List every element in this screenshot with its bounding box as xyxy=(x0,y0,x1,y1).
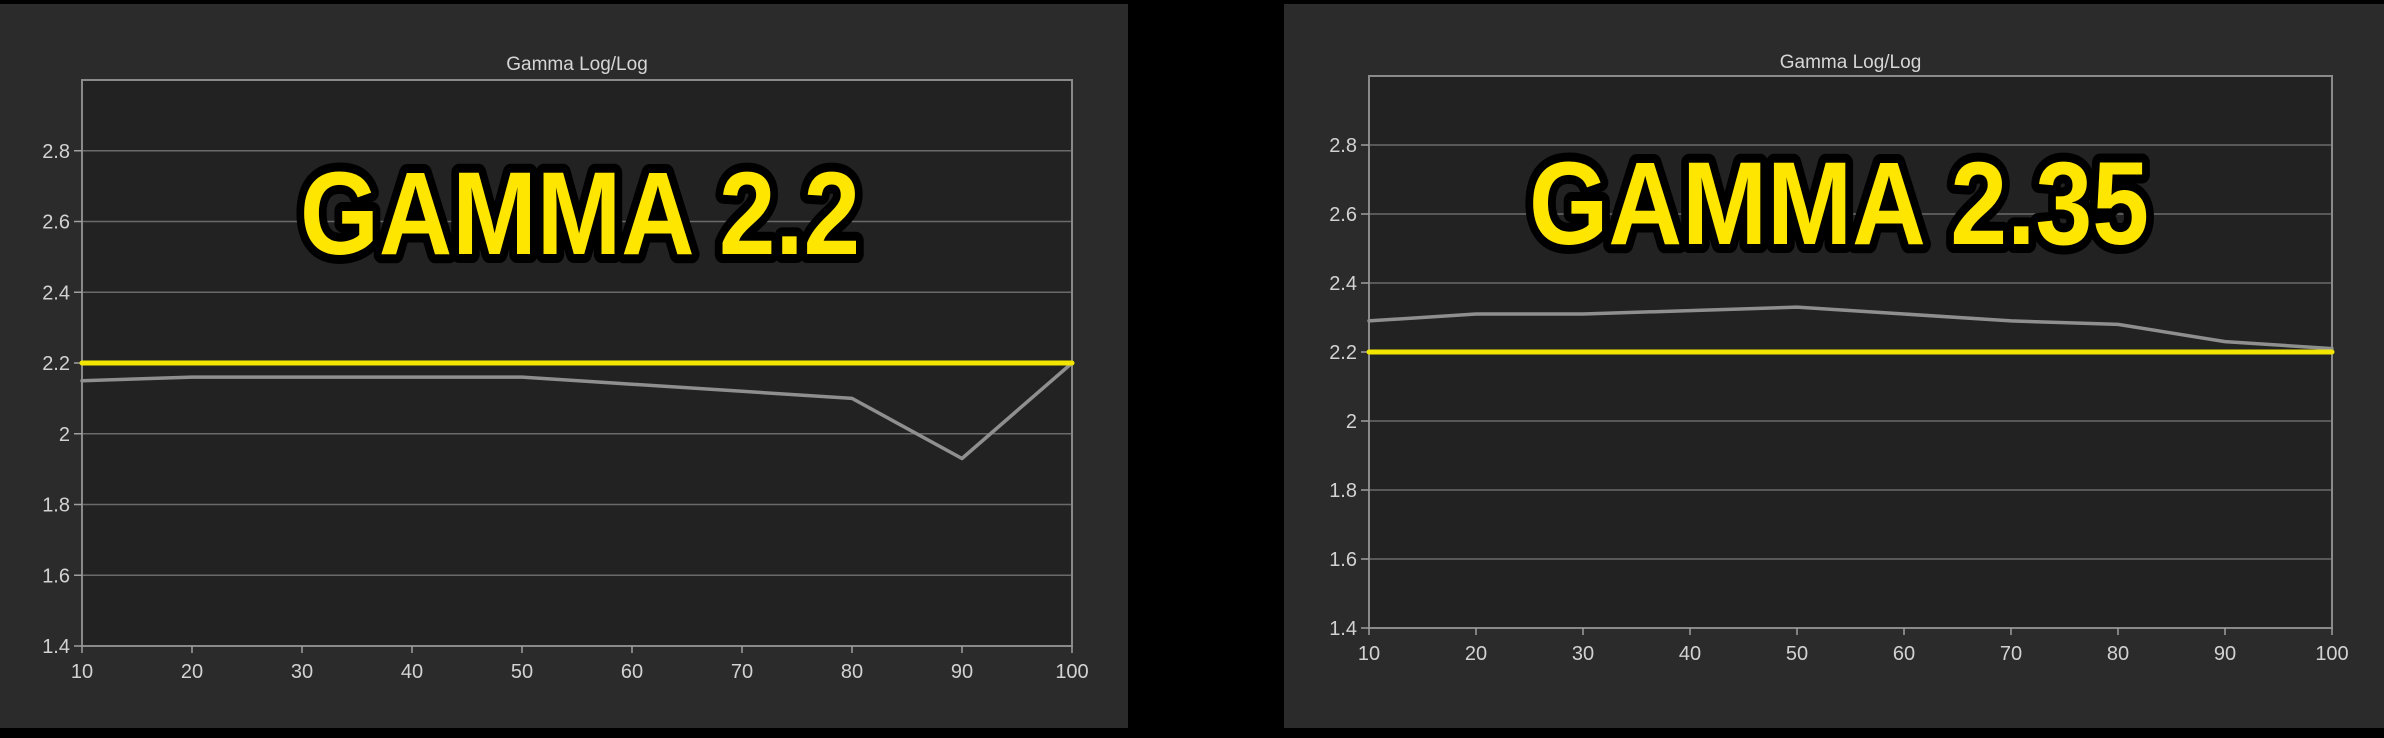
y-tick-label: 1.4 xyxy=(1329,618,1357,640)
gamma-overlay-label: GAMMA 2.2 xyxy=(300,148,860,280)
x-tick-label: 60 xyxy=(1893,643,1915,665)
x-tick-label: 60 xyxy=(621,661,643,683)
y-tick-label: 2.2 xyxy=(1329,342,1357,364)
x-tick-label: 40 xyxy=(1679,643,1701,665)
chart-panel-right: 1.4 1.6 1.8 2 2.2 2.4 2.6 2.8 10 20 30 40 50 60 70 80 90… xyxy=(1284,4,2384,728)
x-tick-label: 10 xyxy=(71,661,93,683)
x-tick-label: 30 xyxy=(291,661,313,683)
gamma-chart-right: 1.4 1.6 1.8 2 2.2 2.4 2.6 2.8 10 20 30 40 50 60 70 80 90… xyxy=(1329,52,2349,665)
chart-title: Gamma Log/Log xyxy=(506,54,648,75)
y-tick-label: 2.6 xyxy=(42,212,70,234)
x-tick-label: 20 xyxy=(1465,643,1487,665)
x-tick-label: 10 xyxy=(1358,643,1380,665)
chart-panel-left: 1.4 1.6 1.8 2 2.2 2.4 2.6 2.8 10 20 30 40 50 60 70 80 90… xyxy=(0,4,1128,728)
y-tick-label: 2 xyxy=(59,424,70,446)
y-tick-label: 2.8 xyxy=(42,141,70,163)
x-tick-label: 50 xyxy=(1786,643,1808,665)
y-tick-label: 2.8 xyxy=(1329,135,1357,157)
chart-title: Gamma Log/Log xyxy=(1780,52,1922,73)
y-tick-label: 1.4 xyxy=(42,636,70,658)
y-tick-label: 2.6 xyxy=(1329,204,1357,226)
y-tick-label: 2.2 xyxy=(42,353,70,375)
measured-gamma-line xyxy=(80,361,1074,461)
x-tick-label: 100 xyxy=(2315,643,2348,665)
x-tick-label: 80 xyxy=(2107,643,2129,665)
y-tick-label: 1.6 xyxy=(42,565,70,587)
gamma-chart-left: 1.4 1.6 1.8 2 2.2 2.4 2.6 2.8 10 20 30 40 50 60 70 80 90… xyxy=(42,54,1089,683)
x-tick-label: 70 xyxy=(2000,643,2022,665)
x-tick-label: 40 xyxy=(401,661,423,683)
y-tick-label: 2 xyxy=(1346,411,1357,433)
x-tick-label: 90 xyxy=(951,661,973,683)
measured-gamma-line xyxy=(1367,305,2334,351)
x-tick-label: 90 xyxy=(2214,643,2236,665)
y-tick-label: 1.8 xyxy=(1329,480,1357,502)
x-tick-label: 30 xyxy=(1572,643,1594,665)
x-tick-label: 80 xyxy=(841,661,863,683)
y-tick-label: 2.4 xyxy=(1329,273,1357,295)
x-tick-label: 70 xyxy=(731,661,753,683)
x-tick-label: 100 xyxy=(1055,661,1088,683)
x-tick-label: 50 xyxy=(511,661,533,683)
y-tick-label: 1.6 xyxy=(1329,549,1357,571)
y-tick-label: 2.4 xyxy=(42,282,70,304)
gamma-overlay-label: GAMMA 2.35 xyxy=(1529,138,2149,270)
y-tick-label: 1.8 xyxy=(42,495,70,517)
x-tick-label: 20 xyxy=(181,661,203,683)
